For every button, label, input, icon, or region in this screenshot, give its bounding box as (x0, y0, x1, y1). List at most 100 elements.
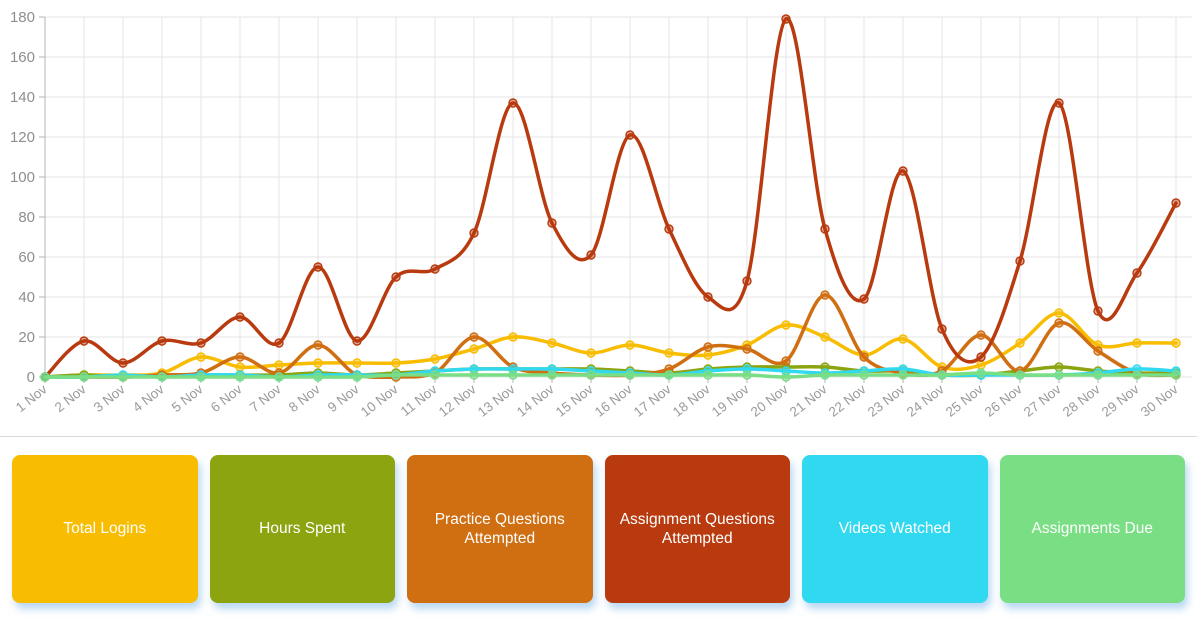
data-point-total-logins[interactable] (1132, 338, 1142, 348)
data-point-total-logins[interactable] (430, 354, 440, 364)
legend-card-total-logins[interactable]: Total Logins (12, 455, 198, 603)
data-point-assignments-due[interactable] (820, 370, 830, 380)
data-point-practice-questions-attempted[interactable] (1093, 346, 1103, 356)
data-point-assignment-questions-attempted[interactable] (820, 224, 830, 234)
x-axis-date-label: 12 Nov (436, 381, 479, 419)
data-point-total-logins[interactable] (820, 332, 830, 342)
data-point-total-logins[interactable] (547, 338, 557, 348)
data-point-assignment-questions-attempted[interactable] (586, 250, 596, 260)
data-point-practice-questions-attempted[interactable] (469, 332, 479, 342)
data-point-assignments-due[interactable] (79, 372, 89, 382)
data-point-practice-questions-attempted[interactable] (976, 330, 986, 340)
data-point-assignments-due[interactable] (664, 370, 674, 380)
data-point-assignments-due[interactable] (1015, 370, 1025, 380)
data-point-total-logins[interactable] (508, 332, 518, 342)
data-point-total-logins[interactable] (1015, 338, 1025, 348)
data-point-assignments-due[interactable] (781, 372, 791, 382)
data-point-assignment-questions-attempted[interactable] (469, 228, 479, 238)
legend-card-practice-questions-attempted[interactable]: Practice Questions Attempted (407, 455, 593, 603)
data-point-total-logins[interactable] (1171, 338, 1181, 348)
data-point-total-logins[interactable] (703, 350, 713, 360)
data-point-assignment-questions-attempted[interactable] (235, 312, 245, 322)
legend-card-videos-watched[interactable]: Videos Watched (802, 455, 988, 603)
data-point-assignment-questions-attempted[interactable] (781, 14, 791, 24)
data-point-practice-questions-attempted[interactable] (742, 344, 752, 354)
data-point-assignments-due[interactable] (898, 370, 908, 380)
legend-card-assignment-questions-attempted[interactable]: Assignment Questions Attempted (604, 455, 790, 603)
data-point-assignments-due[interactable] (547, 370, 557, 380)
data-point-assignments-due[interactable] (40, 372, 50, 382)
data-point-assignment-questions-attempted[interactable] (79, 336, 89, 346)
data-point-hours-spent[interactable] (1054, 362, 1064, 372)
data-point-assignment-questions-attempted[interactable] (664, 224, 674, 234)
data-point-assignment-questions-attempted[interactable] (274, 338, 284, 348)
data-point-assignment-questions-attempted[interactable] (1054, 98, 1064, 108)
data-point-assignments-due[interactable] (976, 368, 986, 378)
data-point-assignments-due[interactable] (430, 370, 440, 380)
data-point-assignment-questions-attempted[interactable] (391, 272, 401, 282)
data-point-assignments-due[interactable] (586, 370, 596, 380)
data-point-assignments-due[interactable] (1054, 370, 1064, 380)
data-point-total-logins[interactable] (313, 358, 323, 368)
data-point-assignments-due[interactable] (118, 372, 128, 382)
data-point-assignments-due[interactable] (742, 370, 752, 380)
data-point-total-logins[interactable] (391, 358, 401, 368)
data-point-total-logins[interactable] (976, 360, 986, 370)
data-point-practice-questions-attempted[interactable] (313, 340, 323, 350)
data-point-assignment-questions-attempted[interactable] (937, 324, 947, 334)
data-point-assignment-questions-attempted[interactable] (742, 276, 752, 286)
data-point-assignment-questions-attempted[interactable] (547, 218, 557, 228)
data-point-practice-questions-attempted[interactable] (1054, 318, 1064, 328)
legend-card-assignments-due[interactable]: Assignments Due (999, 455, 1185, 603)
data-point-assignment-questions-attempted[interactable] (313, 262, 323, 272)
data-point-assignment-questions-attempted[interactable] (118, 358, 128, 368)
data-point-assignments-due[interactable] (703, 370, 713, 380)
data-point-assignments-due[interactable] (859, 370, 869, 380)
data-point-assignment-questions-attempted[interactable] (625, 130, 635, 140)
data-point-assignments-due[interactable] (625, 370, 635, 380)
data-point-total-logins[interactable] (664, 348, 674, 358)
data-point-practice-questions-attempted[interactable] (703, 342, 713, 352)
data-point-assignment-questions-attempted[interactable] (1132, 268, 1142, 278)
legend-card-hours-spent[interactable]: Hours Spent (209, 455, 395, 603)
data-point-assignments-due[interactable] (235, 372, 245, 382)
data-point-assignments-due[interactable] (391, 370, 401, 380)
data-point-total-logins[interactable] (898, 334, 908, 344)
data-point-assignments-due[interactable] (274, 372, 284, 382)
data-point-total-logins[interactable] (586, 348, 596, 358)
data-point-assignments-due[interactable] (1093, 370, 1103, 380)
data-point-practice-questions-attempted[interactable] (820, 290, 830, 300)
data-point-assignment-questions-attempted[interactable] (703, 292, 713, 302)
data-point-assignment-questions-attempted[interactable] (430, 264, 440, 274)
data-point-practice-questions-attempted[interactable] (859, 352, 869, 362)
data-point-assignments-due[interactable] (1171, 370, 1181, 380)
data-point-practice-questions-attempted[interactable] (781, 356, 791, 366)
data-point-assignment-questions-attempted[interactable] (976, 352, 986, 362)
data-point-practice-questions-attempted[interactable] (235, 352, 245, 362)
data-point-total-logins[interactable] (469, 344, 479, 354)
data-point-total-logins[interactable] (781, 320, 791, 330)
data-point-assignment-questions-attempted[interactable] (352, 336, 362, 346)
data-point-assignments-due[interactable] (352, 372, 362, 382)
data-point-assignments-due[interactable] (196, 372, 206, 382)
data-point-assignment-questions-attempted[interactable] (157, 336, 167, 346)
data-point-total-logins[interactable] (235, 362, 245, 372)
data-point-total-logins[interactable] (352, 358, 362, 368)
data-point-assignments-due[interactable] (1132, 370, 1142, 380)
data-point-total-logins[interactable] (625, 340, 635, 350)
data-point-assignment-questions-attempted[interactable] (1171, 198, 1181, 208)
data-point-assignment-questions-attempted[interactable] (898, 166, 908, 176)
data-point-assignment-questions-attempted[interactable] (859, 294, 869, 304)
data-point-total-logins[interactable] (1054, 308, 1064, 318)
data-point-assignments-due[interactable] (313, 372, 323, 382)
data-point-assignment-questions-attempted[interactable] (1015, 256, 1025, 266)
data-point-total-logins[interactable] (274, 360, 284, 370)
data-point-assignments-due[interactable] (469, 370, 479, 380)
data-point-total-logins[interactable] (196, 352, 206, 362)
data-point-assignment-questions-attempted[interactable] (1093, 306, 1103, 316)
data-point-assignment-questions-attempted[interactable] (508, 98, 518, 108)
data-point-assignments-due[interactable] (937, 370, 947, 380)
data-point-assignments-due[interactable] (508, 370, 518, 380)
data-point-assignments-due[interactable] (157, 372, 167, 382)
data-point-assignment-questions-attempted[interactable] (196, 338, 206, 348)
